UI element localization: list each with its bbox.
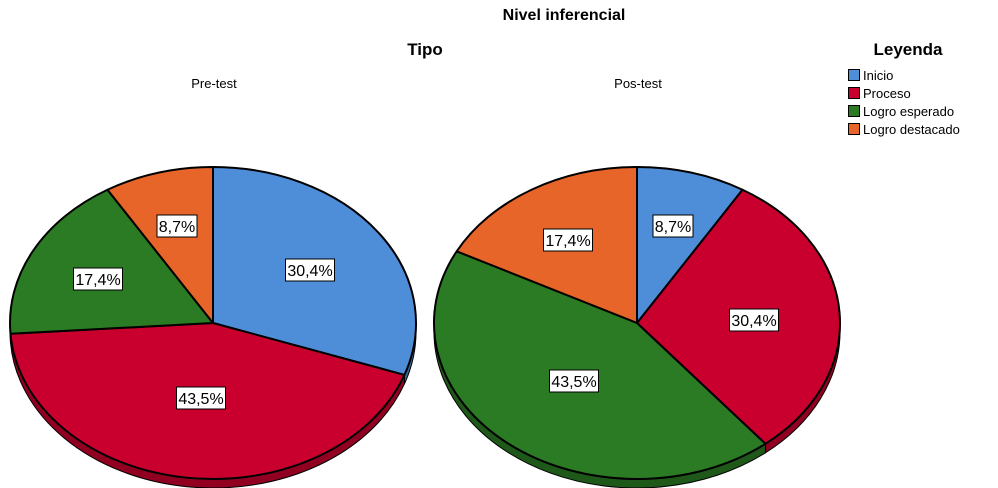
slice-value-label: 8,7%: [652, 214, 694, 238]
legend: Leyenda Inicio Proceso Logro esperado Logro…: [848, 40, 998, 138]
legend-label: Proceso: [863, 85, 911, 101]
pie-pos-test: 8,7% 30,4% 43,5% 17,4%: [433, 166, 841, 488]
svg-text:43,5%: 43,5%: [178, 391, 223, 408]
svg-text:17,4%: 17,4%: [545, 233, 590, 250]
chart-title: Nivel inferencial: [502, 7, 626, 24]
slice-value-label: 30,4%: [285, 258, 335, 282]
pie-pre-test: 30,4% 43,5% 17,4% 8,7%: [9, 166, 417, 488]
slice-value-label: 17,4%: [73, 267, 123, 291]
legend-item: Proceso: [848, 84, 998, 102]
legend-swatch: [848, 87, 860, 99]
slice-value-label: 8,7%: [156, 214, 198, 238]
pie-slice: [636, 166, 744, 324]
slice-value-label: 43,5%: [176, 386, 226, 410]
legend-item: Logro destacado: [848, 120, 998, 138]
svg-text:8,7%: 8,7%: [655, 219, 691, 236]
legend-swatch: [848, 123, 860, 135]
slice-value-label: 30,4%: [729, 308, 779, 332]
legend-label: Logro destacado: [863, 121, 960, 137]
legend-swatch: [848, 105, 860, 117]
svg-text:17,4%: 17,4%: [75, 272, 120, 289]
legend-label: Logro esperado: [863, 103, 955, 119]
facet-title: Tipo: [407, 40, 443, 59]
legend-title: Leyenda: [873, 40, 943, 59]
legend-item: Inicio: [848, 66, 998, 84]
slice-value-label: 43,5%: [549, 369, 599, 393]
panel-label-pre-test: Pre-test: [191, 76, 237, 91]
svg-text:43,5%: 43,5%: [551, 374, 596, 391]
panel-label-pos-test: Pos-test: [614, 76, 662, 91]
legend-swatch: [848, 69, 860, 81]
svg-text:30,4%: 30,4%: [287, 263, 332, 280]
svg-text:30,4%: 30,4%: [731, 313, 776, 330]
pie-slice: [9, 188, 214, 335]
legend-label: Inicio: [863, 67, 894, 83]
pie-slice: [433, 250, 767, 480]
slice-value-label: 17,4%: [543, 228, 593, 252]
svg-text:8,7%: 8,7%: [159, 219, 195, 236]
legend-item: Logro esperado: [848, 102, 998, 120]
pie-slice: [106, 166, 214, 324]
